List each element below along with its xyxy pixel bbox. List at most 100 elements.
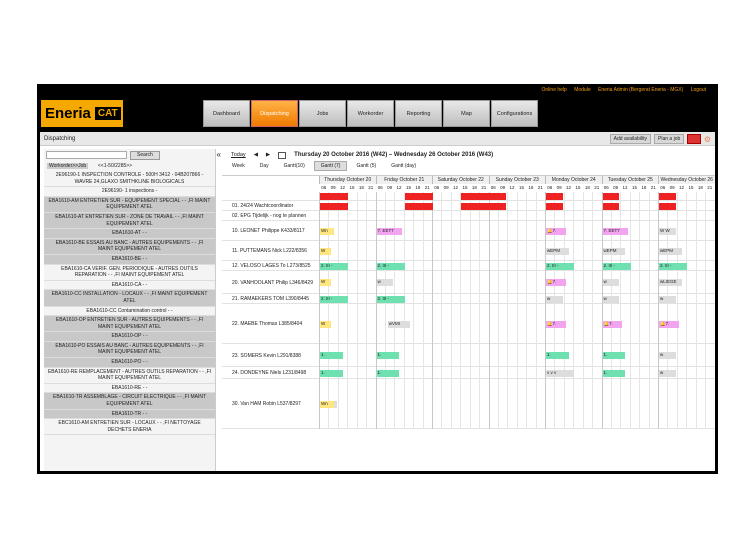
workorder-item[interactable]: EBA1610-RE REMPLACEMENT - AUTRES OUTILS … [44,368,215,384]
workorder-item[interactable]: EBA1610-CA VERIF. GEN. PERIODIQUE - AUTR… [44,265,215,281]
red-action-button[interactable] [687,134,701,144]
planning-block[interactable]: 🔔7. [659,320,679,328]
planning-block[interactable]: W W [659,227,676,235]
nav-tab-workorder[interactable]: Workorder [347,100,394,127]
workorder-item[interactable]: EBA1610-RE - - [44,384,215,394]
nav-tab-configurations[interactable]: Configurations [491,100,538,127]
plan-job-button[interactable]: Plan a job [654,134,685,144]
planning-block[interactable] [602,202,620,210]
view-gantt-7[interactable]: Gantt (7) [313,161,348,171]
workorder-item[interactable]: EBA1610-AT ENTRETIEN SUR - ZONE DE TRAVA… [44,212,215,230]
planning-block[interactable]: w [659,295,676,303]
planning-block[interactable]: 7. EET7 [602,227,628,235]
workorder-item[interactable]: EBA1610-BE - - [44,254,215,265]
planning-block[interactable]: 2. III - [320,262,349,270]
logout-link[interactable]: Logout [690,87,706,93]
search-button[interactable]: Search [130,151,160,160]
planning-block[interactable]: 1. [602,369,626,377]
workorder-item[interactable]: EBA1610-TR ASSEMBLAGE - CIRCUIT ELECTRIQ… [44,393,215,410]
planning-block[interactable]: w [602,279,620,286]
planning-block[interactable]: 🔔7. [546,279,566,286]
planning-block[interactable]: wVMI [387,320,411,328]
planning-block[interactable] [404,202,433,210]
planning-block[interactable]: 2. III - [602,262,631,270]
gear-icon[interactable]: ⚙ [703,134,711,144]
planning-block[interactable]: w [659,369,676,377]
workorder-item[interactable]: EBA1610-OP - - [44,332,215,342]
nav-tab-reporting[interactable]: Reporting [395,100,442,127]
planning-block[interactable]: 1. [546,352,569,359]
planning-block[interactable]: 1. [376,352,400,359]
nav-tab-map[interactable]: Map [443,100,490,127]
planning-block[interactable]: 1. [376,369,400,377]
workorder-item[interactable]: 2E96190-1 INSPECTION CONTROLE - 500H 341… [44,171,215,188]
planning-block[interactable] [461,202,490,210]
planning-block[interactable]: 1. [602,352,626,359]
planning-block[interactable]: 2. III - [546,262,575,270]
view-gantt-day[interactable]: Gantt (day) [391,163,417,169]
workorder-item[interactable]: EBA1610-BE ESSAIS AU BANC - AUTRES EQUIP… [44,238,215,255]
workorder-item[interactable]: EBA1610-TR - - [44,409,215,420]
workorder-job-toggle[interactable]: Workorder>>Job [47,163,89,169]
view-day[interactable]: Day [259,163,269,169]
planning-block[interactable]: w [546,295,563,303]
planning-block[interactable]: 1. [320,352,343,359]
calendar-icon[interactable] [278,151,287,159]
workorder-item[interactable]: EBA1610-PO - - [44,358,215,368]
pagination-range[interactable]: <<1-50/2285>> [97,163,133,169]
view-gantt-10[interactable]: Gantt(10) [283,163,305,169]
planning-block[interactable]: wEPM [659,247,682,255]
planning-block[interactable]: Wn [320,400,335,408]
planning-block[interactable] [602,193,620,200]
user-link[interactable]: Eneria Admin (Bergerat Eneria - MGX) [598,87,684,93]
planning-block[interactable]: v v v [546,369,575,377]
search-input[interactable] [46,151,127,159]
today-link[interactable]: Today [231,152,246,158]
workorder-item[interactable]: EBC1610-AM ENTRETIEN SUR - LOCAUX - - ,F… [44,419,215,436]
planning-block[interactable]: 2. III - [376,262,405,270]
planning-block[interactable]: 2. III - [320,295,349,303]
view-week[interactable]: Week [232,163,245,169]
collapse-sidebar-icon[interactable]: « [216,150,221,159]
nav-tab-dashboard[interactable]: Dashboard [203,100,250,127]
next-icon[interactable]: ▶ [265,152,271,158]
planning-block[interactable]: 2. III - [376,295,405,303]
planning-block[interactable]: 🔔7. [602,320,623,328]
workorder-item[interactable]: EBA1610-CC Contamination control - - [44,307,215,317]
planning-block[interactable]: 2. III - [659,262,688,270]
planning-block[interactable] [489,193,507,200]
online-help-link[interactable]: Online help [541,87,567,93]
planning-block[interactable]: 1. [320,369,343,377]
planning-block[interactable] [546,193,563,200]
prev-icon[interactable]: ◀ [253,152,258,158]
planning-block[interactable] [320,202,349,210]
planning-block[interactable] [546,202,563,210]
planning-block[interactable] [461,193,490,200]
planning-block[interactable] [659,193,676,200]
planning-block[interactable]: w [659,352,676,359]
planning-block[interactable] [404,193,433,200]
add-availability-button[interactable]: Add availability [609,134,652,144]
planning-block[interactable]: wEPM [546,247,569,255]
workorder-item[interactable]: EBA1610-AT - - [44,229,215,239]
view-gantt-5[interactable]: Gantt (5) [356,163,377,169]
planning-block[interactable] [489,202,507,210]
nav-tab-dispatching[interactable]: Dispatching [251,100,298,127]
planning-block[interactable]: 🔔7. [546,227,566,235]
planning-block[interactable]: W [320,279,332,286]
planning-block[interactable]: w [602,295,620,303]
workorder-item[interactable]: 2E96190- 1 inspections - [44,187,215,197]
planning-block[interactable]: wEPM [602,247,626,255]
planning-block[interactable] [320,193,349,200]
planning-block[interactable] [659,202,676,210]
planning-block[interactable]: 🔔7. [546,320,566,328]
nav-tab-jobs[interactable]: Jobs [299,100,346,127]
workorder-item[interactable]: EBA1610-PO ESSAIS AU BANC - AUTRES EQUIP… [44,341,215,359]
workorder-item[interactable]: EBA1610-AM ENTRETIEN SUR - EQUIPEMENT SP… [44,196,215,213]
module-link[interactable]: Module [574,87,591,93]
workorder-item[interactable]: EBA1610-CA - - [44,281,215,291]
planning-block[interactable]: W [320,247,332,255]
planning-block[interactable]: Wn [320,227,335,235]
planning-block[interactable]: w [376,279,394,286]
workorder-item[interactable]: EBA1610-CC INSTALLATION - LOCAUX - - ,FI… [44,290,215,307]
